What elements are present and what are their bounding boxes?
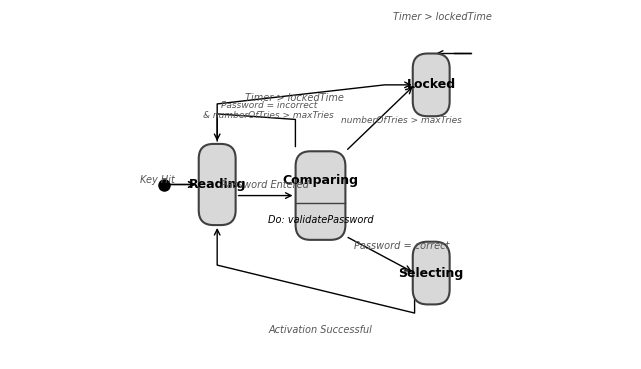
- Text: Timer > lockedTime: Timer > lockedTime: [393, 11, 492, 22]
- Text: Activation Successful: Activation Successful: [269, 325, 372, 335]
- Text: Password = correct: Password = correct: [354, 241, 449, 251]
- FancyBboxPatch shape: [296, 151, 345, 240]
- Text: Password Entered: Password Entered: [221, 180, 309, 190]
- Text: Comparing: Comparing: [283, 174, 358, 187]
- Text: Timer > lockedTime: Timer > lockedTime: [246, 93, 344, 103]
- Text: numberOfTries > maxTries: numberOfTries > maxTries: [341, 117, 462, 125]
- Text: Key Hit: Key Hit: [140, 175, 175, 184]
- Text: Locked: Locked: [406, 78, 456, 92]
- Text: Do: validatePassword: Do: validatePassword: [268, 214, 373, 225]
- FancyBboxPatch shape: [199, 144, 236, 225]
- Text: Password = incorrect
& numberOfTries > maxTries: Password = incorrect & numberOfTries > m…: [203, 101, 334, 120]
- Text: Reading: Reading: [188, 178, 246, 191]
- FancyBboxPatch shape: [413, 242, 449, 304]
- FancyBboxPatch shape: [413, 54, 449, 116]
- Text: Selecting: Selecting: [399, 266, 464, 280]
